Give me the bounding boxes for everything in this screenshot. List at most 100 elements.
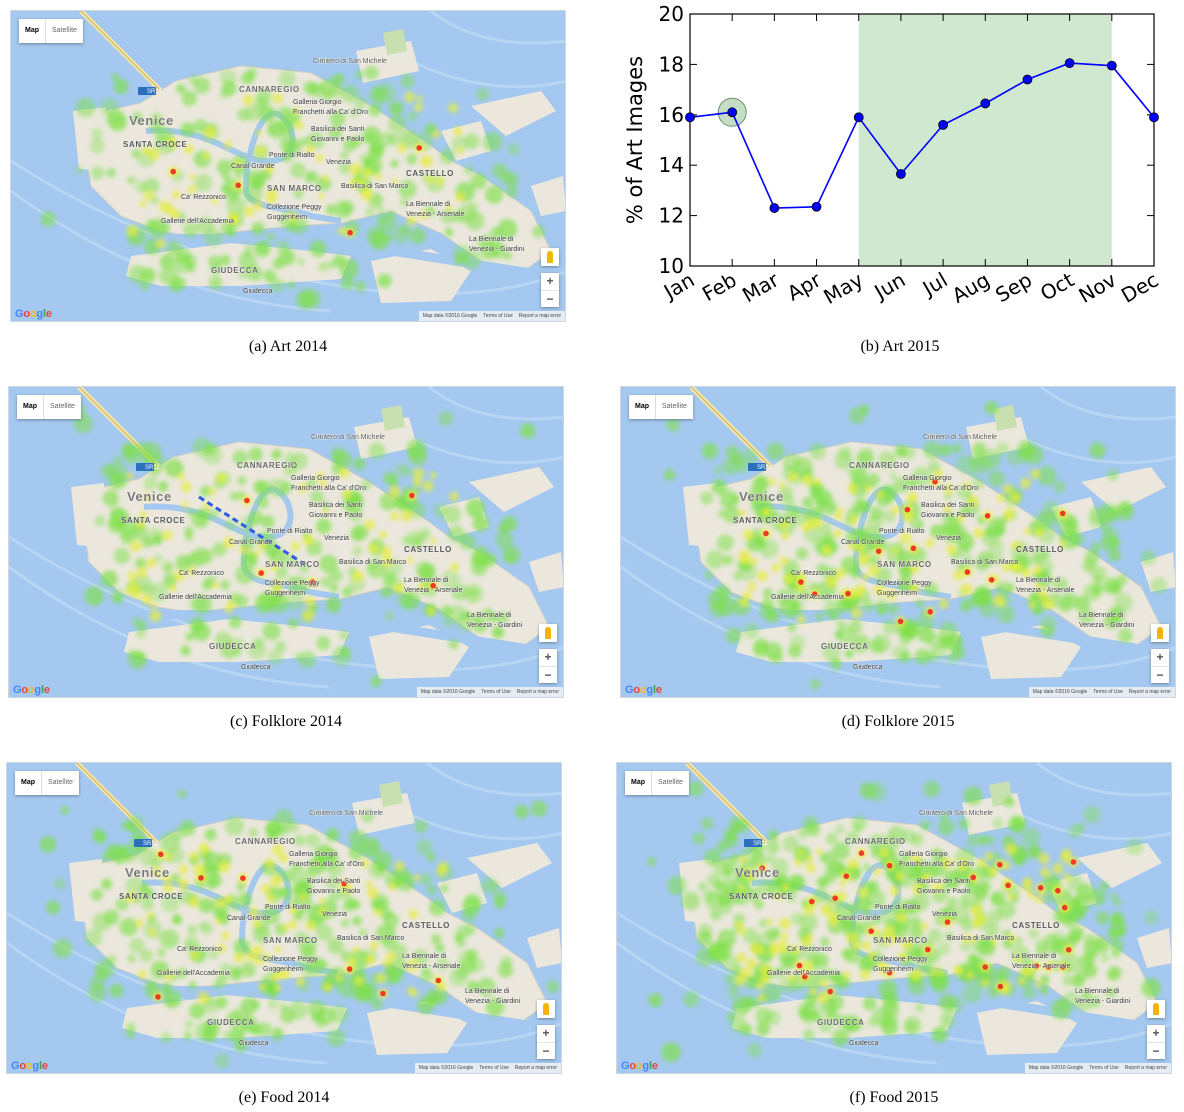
map-canvas[interactable]: Cimitero di San Michele CANNAREGIO Galleri… [621,387,1176,698]
map-folklore-2015[interactable]: Cimitero di San Michele CANNAREGIO Galleri… [620,386,1176,698]
heat-point [220,220,235,235]
heat-point [464,923,476,936]
map-type-map-button[interactable]: Map [19,19,46,43]
map-canvas[interactable]: Cimitero di San Michele CANNAREGIO Galleri… [617,763,1172,1074]
heat-point [899,631,913,645]
heat-point [823,600,843,619]
place-label: Franchetti alla Ca' d'Oro [289,861,364,868]
heat-point-mid [364,519,376,530]
terms-link[interactable]: Terms of Use [1089,1065,1119,1071]
heat-point-mid [315,154,324,162]
google-logo[interactable]: Google [13,684,50,696]
pegman-icon[interactable] [539,624,557,642]
heat-point [157,481,169,492]
pegman-icon[interactable] [541,248,559,266]
report-link[interactable]: Report a map error [514,1065,557,1071]
terms-link[interactable]: Terms of Use [481,689,511,695]
zoom-in-button[interactable]: + [1147,1025,1165,1043]
zoom-out-button[interactable]: − [1152,1044,1160,1058]
heat-point [958,897,971,909]
map-art-2014[interactable]: Cimitero di San Michele CANNAREGIO Galleri… [10,10,566,322]
zoom-out-button[interactable]: − [542,1044,550,1058]
terms-link[interactable]: Terms of Use [1093,689,1123,695]
google-logo[interactable]: Google [11,1060,48,1072]
heat-point [759,604,776,621]
heat-point [207,948,219,960]
heat-point [1099,881,1109,891]
heat-point [1039,985,1049,995]
heat-point-mid [743,590,752,600]
pegman-icon[interactable] [537,1000,555,1018]
map-food-2014[interactable]: Cimitero di San Michele CANNAREGIO Galleri… [6,762,562,1074]
heat-point [914,648,930,665]
heat-point [160,1032,172,1044]
heat-point [782,835,800,853]
map-canvas[interactable]: Cimitero di San Michele CANNAREGIO Galleri… [7,763,562,1074]
map-type-satellite-button[interactable]: Satellite [662,403,687,410]
hotspot [1055,887,1061,894]
report-link[interactable]: Report a map error [1128,689,1171,695]
heat-point-mid [365,954,375,965]
pegman-icon[interactable] [1147,1000,1165,1018]
pegman-icon[interactable] [1151,624,1169,642]
heat-point [251,222,265,235]
zoom-out-button[interactable]: − [546,292,554,306]
heat-point-mid [266,195,276,205]
heat-point [646,857,657,867]
heat-point [751,476,769,495]
map-canvas[interactable]: Cimitero di San Michele CANNAREGIO Galleri… [11,11,566,322]
map-canvas[interactable]: Cimitero di San Michele CANNAREGIO Galleri… [9,387,564,698]
report-link[interactable]: Report a map error [1124,1065,1167,1071]
place-label: Venezia - Arsenale [404,587,462,594]
place-label: Giovanni e Paolo [921,512,974,519]
heat-point [60,805,70,815]
report-link[interactable]: Report a map error [518,313,561,319]
heat-point [831,1029,850,1047]
map-type-map-button[interactable]: Map [15,771,42,795]
map-type-satellite-button[interactable]: Satellite [48,779,73,786]
hotspot [809,898,815,905]
heat-point [318,959,329,970]
heat-point-mid [943,504,952,512]
map-type-map-button[interactable]: Map [625,771,652,795]
place-labels: Cimitero di San Michele CANNAREGIO Galleri… [119,810,521,1048]
heat-point [666,418,680,432]
heat-point [330,110,346,127]
terms-link[interactable]: Terms of Use [479,1065,509,1071]
heat-point-mid [738,886,745,893]
heat-point [1109,581,1122,595]
map-type-satellite-button[interactable]: Satellite [52,27,77,34]
heat-point [213,480,223,490]
heat-point [1100,533,1118,551]
heat-point [388,114,407,134]
map-data-label: Map data ©2016 Google [1032,689,1088,695]
heat-point-mid [1013,563,1023,573]
zoom-out-button[interactable]: − [544,668,552,682]
zoom-out-button[interactable]: − [1156,668,1164,682]
google-logo[interactable]: Google [621,1060,658,1072]
heat-point [700,491,714,505]
heat-point [355,280,367,292]
zoom-in-button[interactable]: + [1151,649,1169,667]
heat-point [268,478,288,498]
google-logo[interactable]: Google [15,308,52,320]
place-label: Ca' Rezzonico [787,946,832,953]
map-type-satellite-button[interactable]: Satellite [50,403,75,410]
map-type-map-button[interactable]: Map [629,395,656,419]
heat-point-mid [1034,980,1042,988]
heat-point [915,521,924,531]
heat-point [1110,938,1124,953]
google-logo[interactable]: Google [625,684,662,696]
terms-link[interactable]: Terms of Use [483,313,513,319]
heat-point-mid [135,918,144,927]
map-folklore-2014[interactable]: Cimitero di San Michele CANNAREGIO Galleri… [8,386,564,698]
heat-point-mid [849,515,858,524]
map-food-2015[interactable]: Cimitero di San Michele CANNAREGIO Galleri… [616,762,1172,1074]
zoom-in-button[interactable]: + [539,649,557,667]
zoom-in-button[interactable]: + [537,1025,555,1043]
map-type-map-button[interactable]: Map [17,395,44,419]
map-type-satellite-button[interactable]: Satellite [658,779,683,786]
place-label: Venezia - Giardini [465,998,521,1005]
zoom-in-button[interactable]: + [541,273,559,291]
report-link[interactable]: Report a map error [516,689,559,695]
